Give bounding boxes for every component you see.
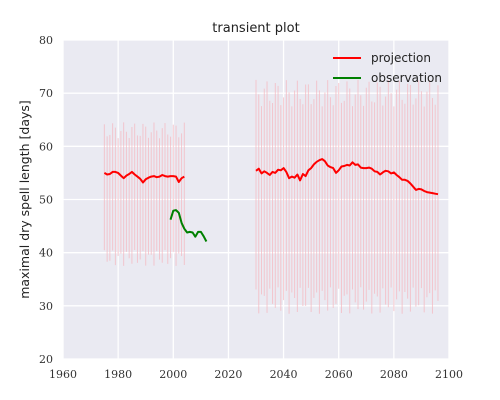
legend-label-projection: projection <box>371 51 431 65</box>
tick-label-layer: 1960 1980 2000 2020 2040 2060 2080 2100 20 30 40 50… <box>39 34 463 381</box>
y-tick-label: 60 <box>39 140 53 153</box>
y-tick-label: 70 <box>39 87 53 100</box>
series-line-observation <box>169 209 208 242</box>
x-tick-label: 1980 <box>104 368 132 381</box>
range-band-layer <box>103 79 439 314</box>
x-tick-label: 2040 <box>270 368 298 381</box>
chart-title: transient plot <box>212 21 299 36</box>
y-tick-label: 50 <box>39 194 53 207</box>
x-tick-label: 1960 <box>49 368 77 381</box>
legend: projection observation <box>333 51 442 85</box>
x-tick-label: 2020 <box>214 368 242 381</box>
y-tick-label: 40 <box>39 247 53 260</box>
x-tick-label: 2080 <box>380 368 408 381</box>
legend-label-observation: observation <box>371 71 442 85</box>
series-line-projection <box>103 170 185 184</box>
x-tick-label: 2000 <box>159 368 187 381</box>
series-line-projection <box>255 158 439 196</box>
series-layer <box>103 158 439 242</box>
y-tick-label: 80 <box>39 34 53 47</box>
y-tick-label: 30 <box>39 300 53 313</box>
y-axis-label: maximal dry spell length [days] <box>17 100 32 299</box>
y-tick-label: 20 <box>39 353 53 366</box>
x-tick-label: 2100 <box>435 368 463 381</box>
x-tick-label: 2060 <box>325 368 353 381</box>
